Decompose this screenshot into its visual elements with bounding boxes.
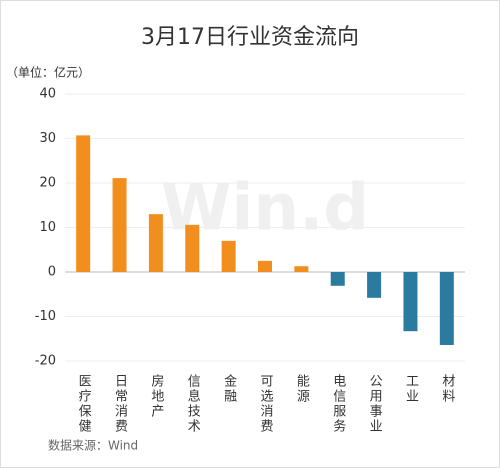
y-tick-label: 20 bbox=[39, 176, 56, 191]
bar bbox=[112, 178, 127, 272]
y-tick-label: 0 bbox=[48, 265, 56, 280]
x-tick-label: 金融 bbox=[221, 373, 237, 404]
y-tick-label: -20 bbox=[35, 354, 56, 369]
bar bbox=[221, 240, 236, 272]
y-tick-label: 10 bbox=[39, 220, 56, 235]
bar bbox=[403, 272, 418, 332]
x-tick-label: 工业 bbox=[403, 374, 419, 404]
x-tick-label: 信息技术 bbox=[185, 374, 201, 434]
x-tick-label: 电信服务 bbox=[330, 374, 346, 434]
unit-label: （单位：亿元） bbox=[6, 65, 90, 80]
bar bbox=[185, 224, 200, 272]
y-tick-label: -10 bbox=[35, 309, 56, 324]
x-tick-label: 日常消费 bbox=[112, 374, 128, 434]
x-tick-label: 材料 bbox=[439, 374, 455, 404]
bar bbox=[294, 266, 309, 272]
x-tick-label: 房地产 bbox=[148, 373, 164, 419]
source-note: 数据来源：Wind bbox=[48, 438, 138, 453]
x-tick-label: 医疗保健 bbox=[76, 374, 92, 434]
y-tick-label: 30 bbox=[39, 131, 56, 146]
bar bbox=[148, 214, 163, 272]
bar bbox=[330, 272, 345, 286]
x-tick-label: 公用事业 bbox=[367, 374, 383, 434]
x-tick-label: 可选消费 bbox=[258, 374, 274, 434]
bar bbox=[439, 272, 454, 345]
bar bbox=[367, 272, 382, 298]
x-tick-label: 能源 bbox=[294, 374, 310, 404]
bar bbox=[76, 135, 91, 272]
chart-title: 3月17日行业资金流向 bbox=[141, 25, 359, 50]
y-tick-label: 40 bbox=[39, 87, 56, 102]
bar bbox=[258, 260, 272, 272]
